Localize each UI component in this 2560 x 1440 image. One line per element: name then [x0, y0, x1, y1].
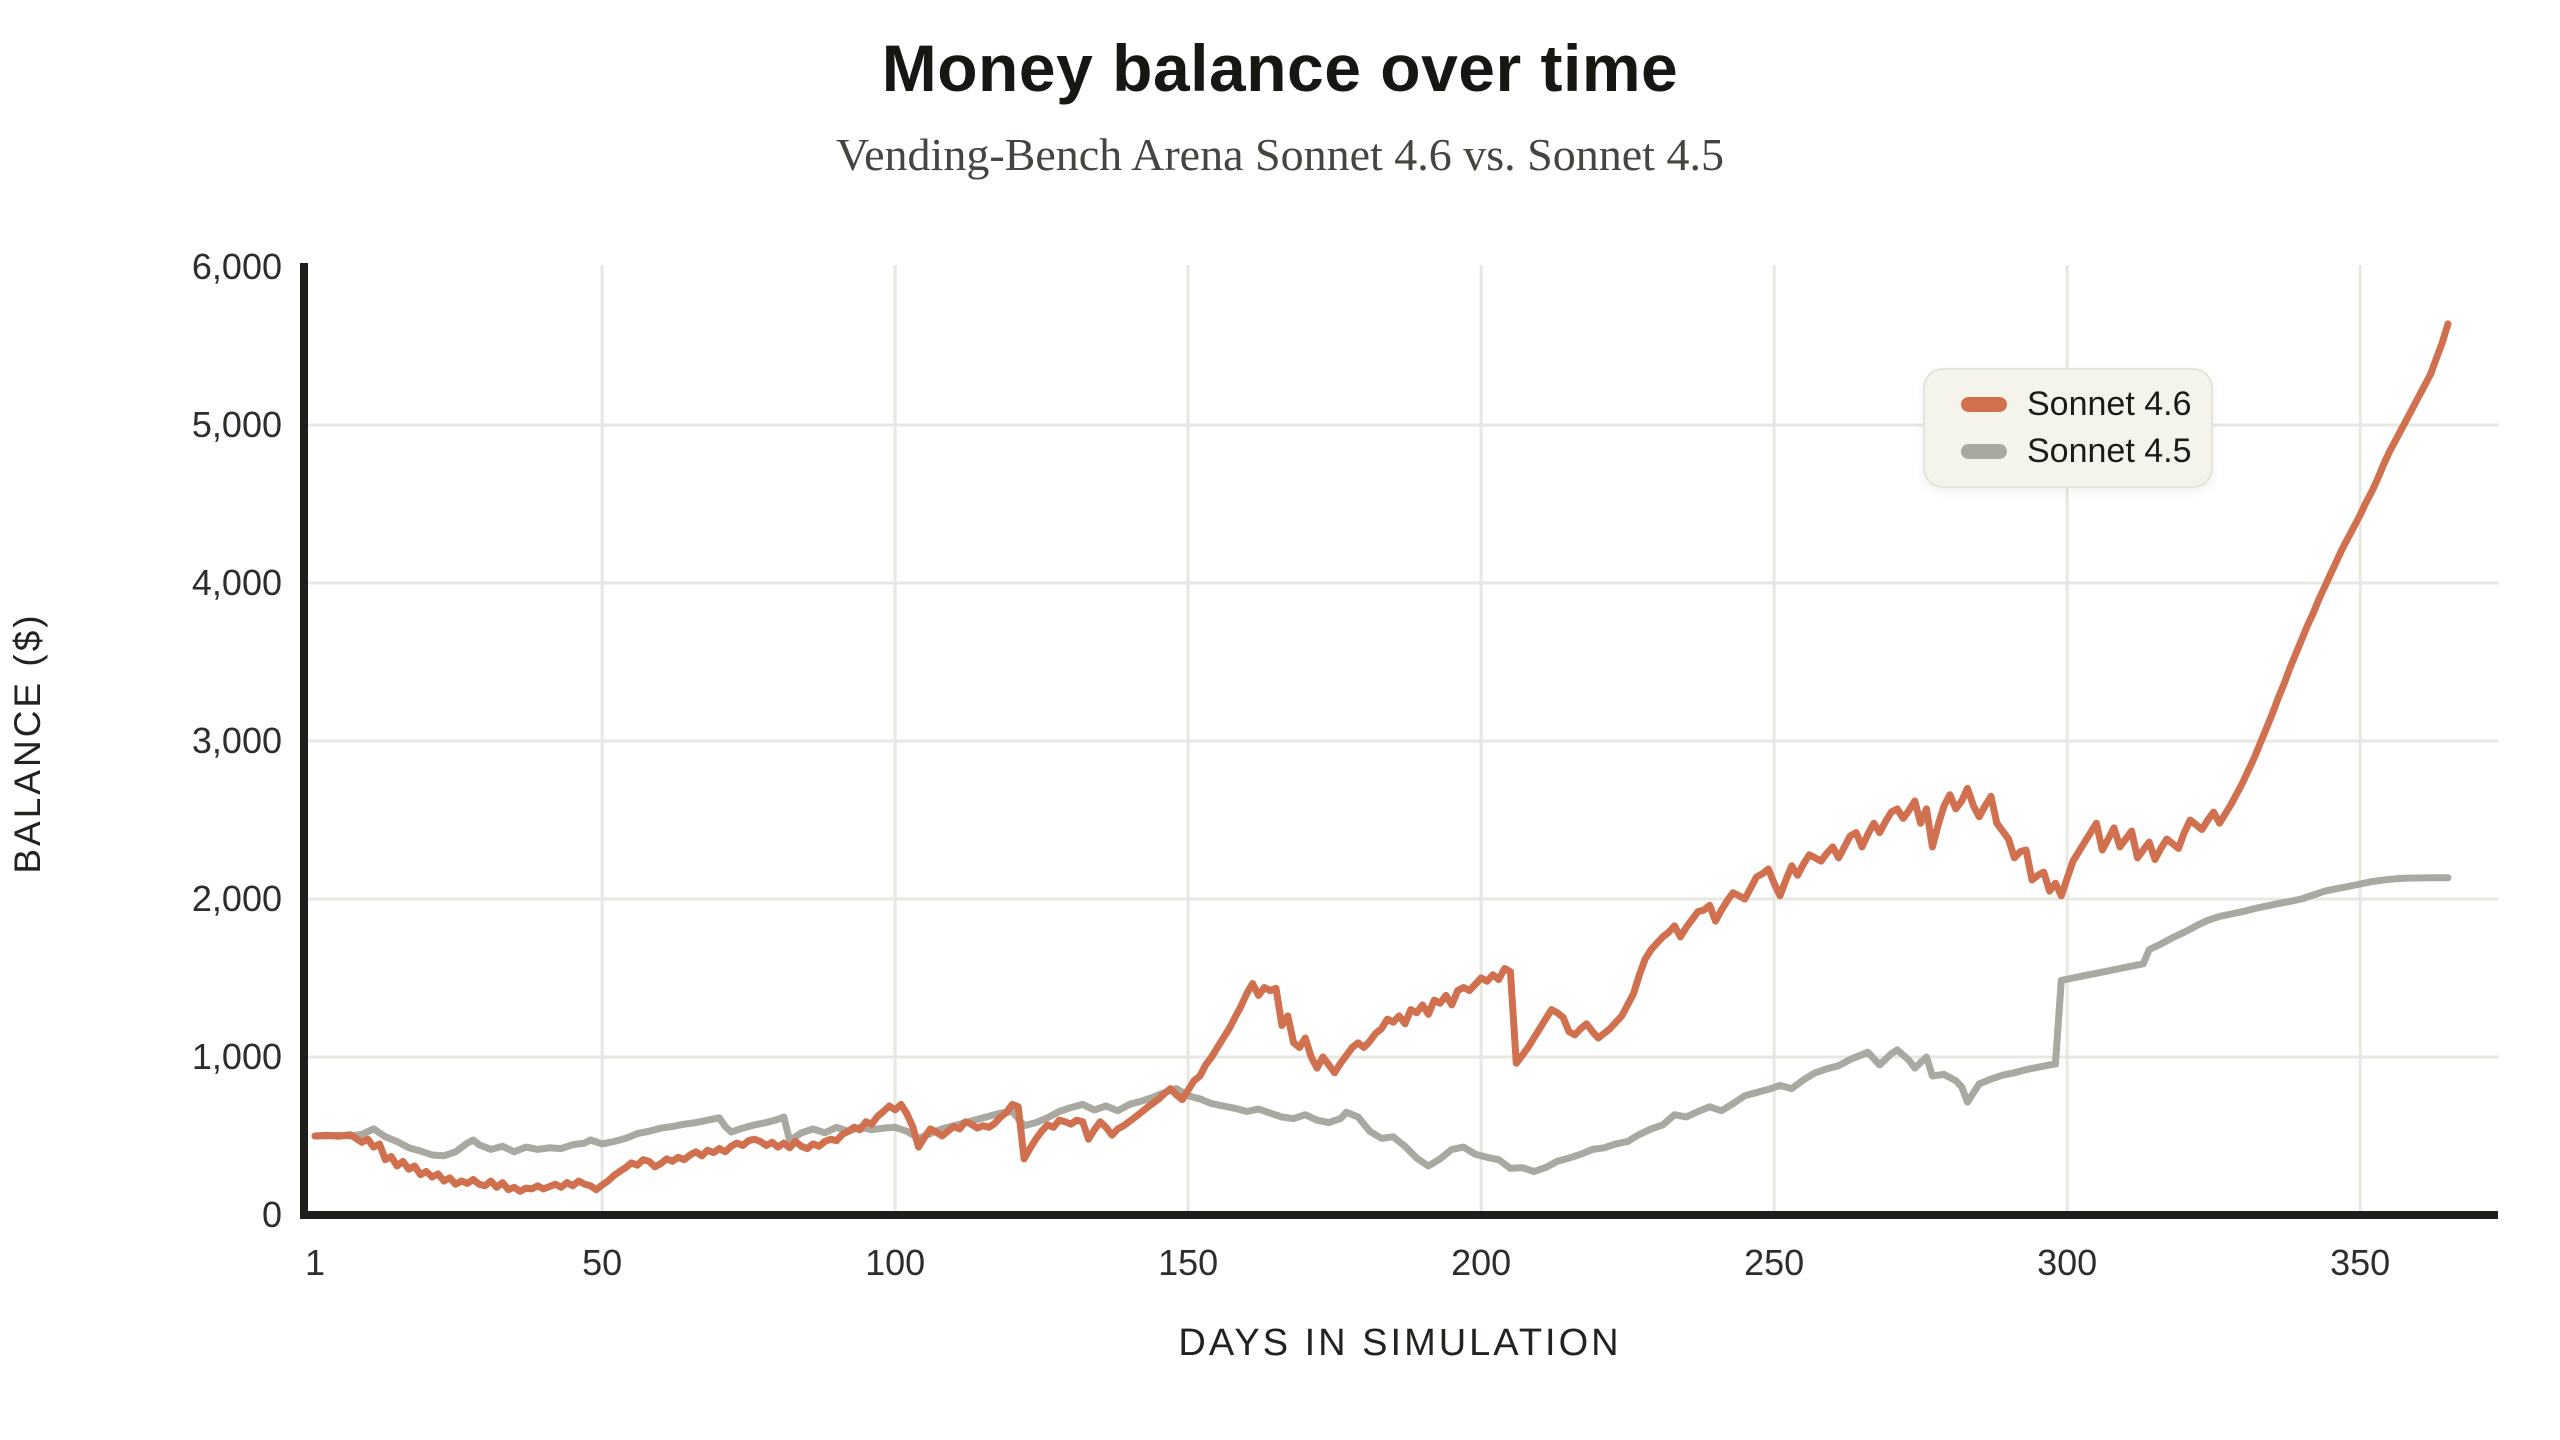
- legend-item-sonnet-4-5: Sonnet 4.5: [1961, 432, 2211, 470]
- x-tick-label: 300: [2037, 1242, 2097, 1283]
- x-tick-label: 200: [1451, 1242, 1511, 1283]
- y-axis-title: BALANCE ($): [7, 612, 48, 874]
- chart-subtitle: Vending-Bench Arena Sonnet 4.6 vs. Sonne…: [836, 129, 1724, 180]
- y-tick-label: 3,000: [192, 720, 282, 761]
- legend: Sonnet 4.6 Sonnet 4.5: [1923, 368, 2213, 488]
- legend-item-sonnet-4-6: Sonnet 4.6: [1961, 384, 2211, 423]
- x-tick-label: 150: [1158, 1242, 1218, 1283]
- x-tick-label: 1: [305, 1242, 325, 1283]
- y-axis-line: [300, 263, 308, 1219]
- x-tick-label: 250: [1744, 1242, 1804, 1283]
- legend-label: Sonnet 4.5: [2027, 432, 2192, 470]
- x-tick-label: 100: [865, 1242, 925, 1283]
- x-tick-labels: 1 50 100 150 200 250 300 350: [305, 1242, 2390, 1283]
- y-tick-label: 4,000: [192, 562, 282, 603]
- y-tick-label: 2,000: [192, 878, 282, 919]
- y-tick-label: 1,000: [192, 1036, 282, 1077]
- x-axis-line: [300, 1211, 2498, 1219]
- legend-swatch-icon: [1961, 396, 2007, 412]
- legend-label: Sonnet 4.6: [2027, 384, 2192, 423]
- y-tick-label: 5,000: [192, 404, 282, 445]
- series-line-sonnet-4-5: [311, 874, 2452, 1175]
- y-tick-label: 6,000: [192, 246, 282, 287]
- x-tick-label: 350: [2330, 1242, 2390, 1283]
- y-tick-labels: 0 1,000 2,000 3,000 4,000 5,000 6,000: [192, 246, 282, 1235]
- series-lines: [311, 320, 2452, 1195]
- y-tick-label: 0: [262, 1194, 282, 1235]
- legend-swatch-icon: [1961, 444, 2007, 460]
- x-tick-label: 50: [582, 1242, 622, 1283]
- chart-title: Money balance over time: [881, 31, 1679, 105]
- x-axis-title: DAYS IN SIMULATION: [1178, 1322, 1622, 1364]
- series-line-sonnet-4-6: [311, 320, 2452, 1195]
